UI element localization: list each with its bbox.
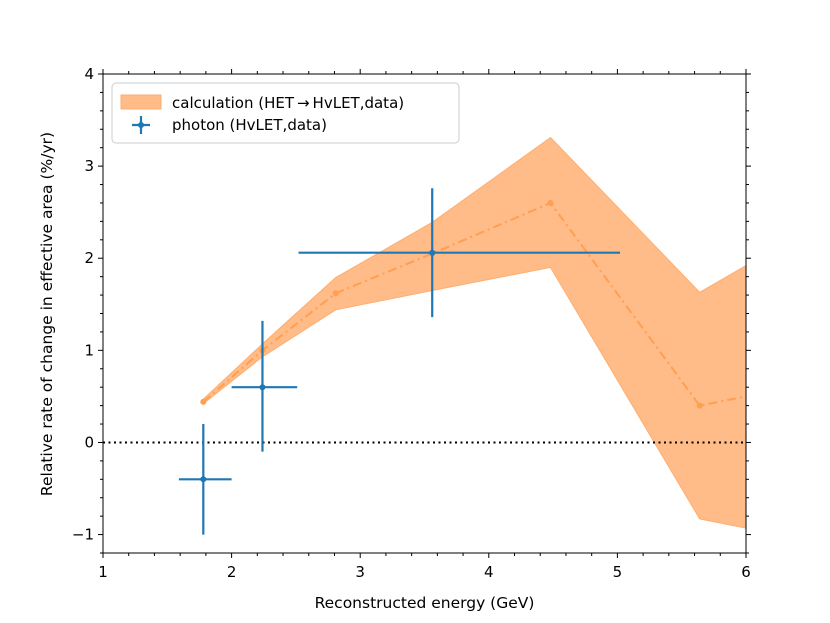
photon-point (231, 320, 298, 452)
legend-label-photon: photon (HvLET,data) (172, 116, 327, 134)
calculation-point (547, 199, 554, 206)
x-tick-label: 2 (227, 563, 237, 581)
calculation-point (200, 398, 207, 405)
y-tick-label: 3 (84, 157, 94, 175)
photon-point (298, 188, 620, 318)
calculation-band (202, 136, 746, 529)
photon-point (178, 424, 232, 535)
legend-band-swatch (120, 94, 162, 110)
x-tick-label: 6 (741, 563, 751, 581)
y-axis-label: Relative rate of change in effective are… (38, 132, 56, 496)
legend: calculation (HET → HvLET,data) photon (Hv… (111, 82, 460, 144)
photon-marker (429, 249, 436, 256)
calculation-point (332, 290, 339, 297)
x-axis-label: Reconstructed energy (GeV) (315, 594, 535, 612)
y-tick-label: 0 (84, 433, 94, 451)
x-tick-label: 4 (484, 563, 494, 581)
legend-frame (111, 82, 460, 144)
y-tick-label: 1 (84, 341, 94, 359)
photon-marker (200, 476, 207, 483)
y-tick-label: 4 (84, 65, 94, 83)
calculation-point (696, 402, 703, 409)
plot-area (103, 136, 746, 535)
y-tick-label: 2 (84, 249, 94, 267)
legend-errorbar-marker (138, 122, 144, 128)
legend-label-calculation: calculation (HET → HvLET,data) (172, 94, 404, 112)
x-tick-label: 3 (355, 563, 365, 581)
x-tick-label: 5 (613, 563, 623, 581)
photon-marker (259, 384, 266, 391)
x-tick-label: 1 (98, 563, 108, 581)
axes: 1 2 3 4 5 6 −1 0 1 2 3 4 (72, 65, 751, 581)
y-tick-label: −1 (72, 526, 94, 544)
